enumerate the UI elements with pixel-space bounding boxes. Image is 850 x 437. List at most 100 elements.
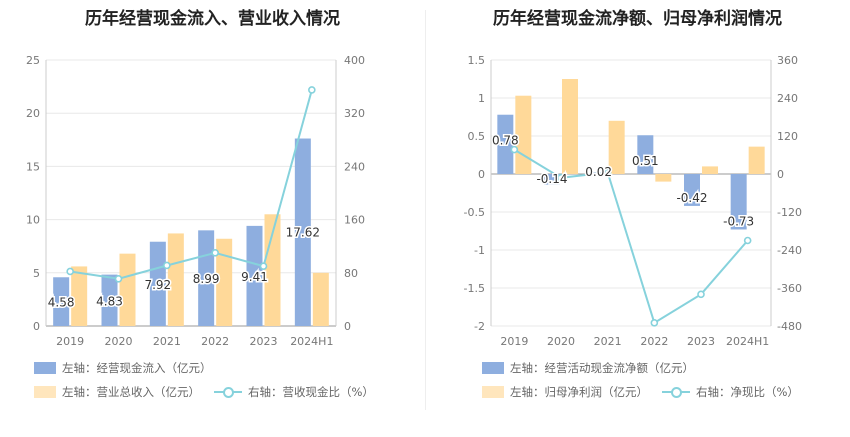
bar — [515, 95, 532, 174]
x-tick-label: 2022 — [201, 335, 229, 348]
line-point — [163, 261, 171, 270]
line-point — [114, 274, 123, 283]
legend-label: 右轴：营收现金比（%） — [248, 385, 374, 399]
y-left-tick-label: -0.5 — [464, 206, 485, 219]
bar — [119, 253, 136, 326]
y-left-tick-label: 20 — [26, 107, 40, 120]
x-tick-label: 2022 — [640, 335, 668, 348]
x-tick-label: 2019 — [56, 335, 84, 348]
data-label: 4.83 — [96, 294, 123, 308]
legend-label: 右轴：净现比（%） — [696, 385, 799, 399]
bar — [71, 266, 88, 326]
y-right-tick-label: 0 — [344, 320, 351, 333]
y-left-tick-label: 25 — [26, 54, 40, 67]
legend-item-line[interactable]: 右轴：净现比（%） — [662, 384, 799, 400]
legend-item-bar1[interactable]: 左轴：经营现金流入（亿元） — [34, 360, 212, 376]
x-tick-label: 2020 — [105, 335, 133, 348]
chart-title: 历年经营现金流入、营业收入情况 — [85, 9, 340, 29]
chart-svg: 0 5 10 15 20 25 0 80 160 240 320 400 2019 2020 2021 202… — [26, 54, 365, 348]
data-label: -0.73 — [723, 214, 754, 228]
series-line — [513, 148, 749, 325]
bar — [101, 274, 118, 326]
legend-item-bar1[interactable]: 左轴：经营活动现金流净额（亿元） — [482, 360, 694, 376]
x-tick-label: 2019 — [500, 335, 528, 348]
legend-line-swatch — [214, 386, 242, 398]
data-label: 0.02 — [585, 165, 612, 179]
chart-panel-net-cash: 历年经营现金流净额、归母净利润情况 -2 -1.5 -1 -0.5 0 0.5 1 1.5 -4… — [425, 0, 850, 437]
y-right-tick-label: 80 — [344, 267, 358, 280]
line-point — [259, 262, 268, 270]
y-right-tick-label: 120 — [777, 130, 798, 143]
legend-label: 左轴：经营活动现金流净额（亿元） — [510, 361, 694, 375]
y-right-tick-label: 240 — [777, 92, 798, 105]
y-left-tick-label: 5 — [33, 267, 40, 280]
legend-swatch — [34, 386, 56, 398]
legend-label: 左轴：归母净利润（亿元） — [510, 385, 648, 399]
bar — [53, 277, 70, 326]
y-right-tick-label: 320 — [344, 107, 365, 120]
x-tick-label: 2021 — [153, 335, 181, 348]
x-tick-label: 2021 — [594, 335, 622, 348]
y-left-tick-label: 1 — [478, 92, 485, 105]
y-right-tick-label: -120 — [777, 206, 802, 219]
data-label: -0.14 — [536, 172, 567, 186]
bar — [730, 174, 747, 230]
data-label: -0.42 — [676, 191, 707, 205]
line-point — [211, 249, 219, 257]
series-line — [70, 89, 313, 280]
legend-row-2: 左轴：营业总收入（亿元） 右轴：营收现金比（%） — [34, 384, 388, 400]
legend-line-swatch — [662, 386, 690, 398]
y-left-tick-label: -1.5 — [464, 282, 485, 295]
y-right-tick-label: 360 — [777, 54, 798, 67]
x-tick-label: 2023 — [250, 335, 278, 348]
chart-svg: -2-1.5-1-0.500.511.5-480-360-240-1200120… — [464, 54, 802, 348]
legend-item-bar2[interactable]: 左轴：归母净利润（亿元） — [482, 384, 648, 400]
y-right-tick-label: 160 — [344, 214, 365, 227]
y-left-tick-label: -1 — [474, 244, 485, 257]
y-right-tick-label: -240 — [777, 244, 802, 257]
bar — [149, 241, 166, 326]
bar — [167, 233, 184, 326]
x-tick-label: 2020 — [547, 335, 575, 348]
line-point — [743, 236, 752, 245]
legend-item-line[interactable]: 右轴：营收现金比（%） — [214, 384, 374, 400]
data-label: 9.41 — [241, 270, 268, 284]
data-label: 0.78 — [492, 134, 519, 148]
x-tick-label: 2024H1 — [290, 335, 333, 348]
legend-row-1: 左轴：经营活动现金流净额（亿元） — [482, 360, 708, 376]
y-left-tick-label: 0 — [33, 320, 40, 333]
data-label: 0.51 — [632, 154, 659, 168]
line-point — [308, 86, 316, 94]
bar — [562, 79, 578, 174]
legend-label: 左轴：营业总收入（亿元） — [62, 385, 200, 399]
legend-swatch — [34, 362, 56, 374]
y-right-tick-label: 0 — [777, 168, 784, 181]
y-left-tick-label: 10 — [26, 214, 40, 227]
bar — [264, 214, 281, 326]
data-label: 17.62 — [286, 226, 320, 240]
bar — [684, 174, 700, 206]
line-point — [510, 145, 519, 154]
x-tick-label: 2023 — [687, 335, 715, 348]
bar — [637, 135, 654, 174]
bar — [246, 225, 263, 326]
legend-swatch — [482, 362, 504, 374]
bar — [748, 146, 765, 174]
line-point — [557, 174, 565, 182]
bar — [702, 166, 718, 174]
y-right-tick-label: -480 — [777, 320, 802, 333]
y-left-tick-label: 0.5 — [468, 130, 486, 143]
bar — [608, 120, 625, 174]
y-left-tick-label: 0 — [478, 168, 485, 181]
bar — [544, 174, 560, 185]
y-right-tick-label: 400 — [344, 54, 365, 67]
y-left-tick-label: -2 — [474, 320, 485, 333]
data-label: 7.92 — [144, 278, 171, 292]
bar — [497, 114, 514, 174]
legend-swatch — [482, 386, 504, 398]
legend-row-1: 左轴：经营现金流入（亿元） — [34, 360, 226, 376]
y-left-tick-label: 1.5 — [468, 54, 486, 67]
legend-label: 左轴：经营现金流入（亿元） — [62, 361, 212, 375]
legend-item-bar2[interactable]: 左轴：营业总收入（亿元） — [34, 384, 200, 400]
y-right-tick-label: 240 — [344, 160, 365, 173]
